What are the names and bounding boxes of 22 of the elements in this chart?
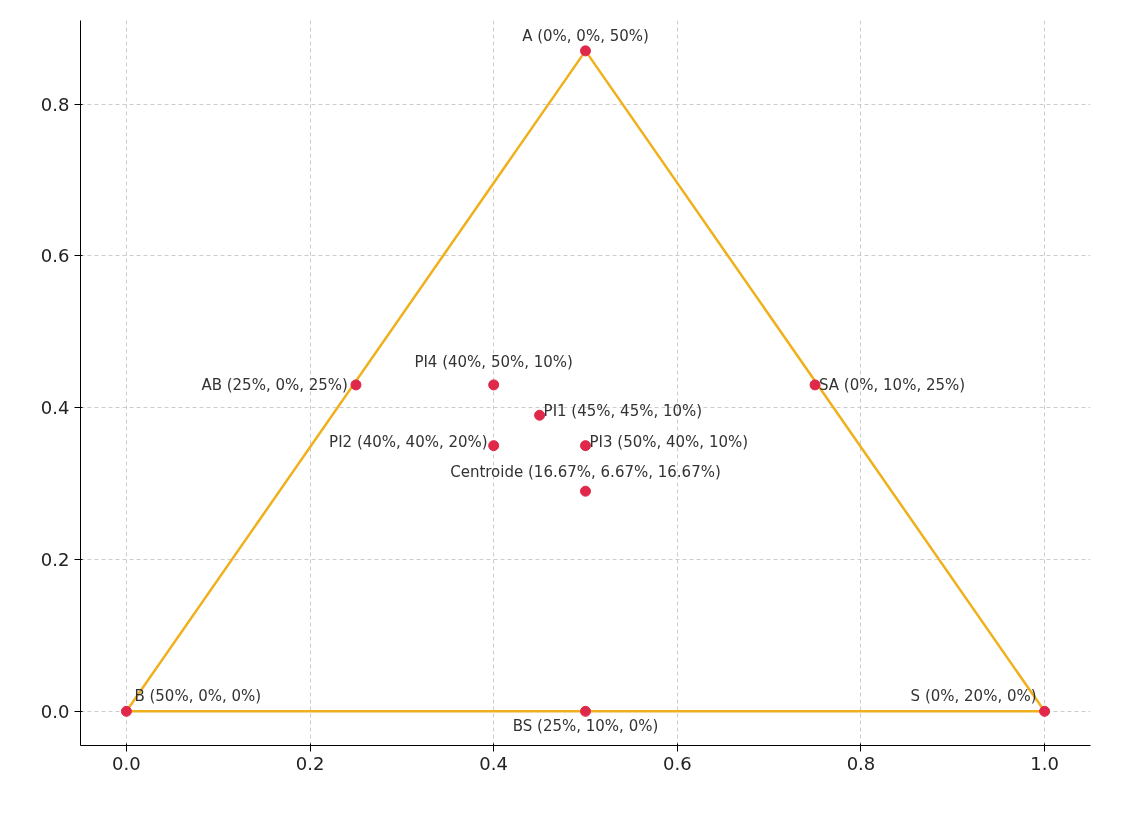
- annotation: B (50%, 0%, 0%): [134, 687, 262, 706]
- annotation: SA (0%, 10%, 25%): [819, 375, 966, 394]
- annotation: S (0%, 20%, 0%): [910, 687, 1037, 706]
- y-tick-label: 0.2: [40, 549, 70, 571]
- x-tick-label: 0.6: [663, 752, 692, 774]
- annotation: PI2 (40%, 40%, 20%): [329, 432, 488, 451]
- y-tick-label: 0.6: [40, 245, 70, 267]
- annotation: PI3 (50%, 40%, 10%): [589, 432, 749, 451]
- annotation: A (0%, 0%, 50%): [522, 26, 649, 45]
- annotation: AB (25%, 0%, 25%): [201, 375, 348, 394]
- annotation: PI4 (40%, 50%, 10%): [414, 352, 573, 371]
- y-tick-label: 0.4: [40, 397, 70, 419]
- y-tick-label: 0.0: [40, 700, 70, 722]
- x-tick-label: 1.0: [1030, 752, 1059, 774]
- x-tick-label: 0.2: [295, 752, 325, 774]
- annotation: PI1 (45%, 45%, 10%): [543, 402, 703, 421]
- y-tick-label: 0.8: [40, 93, 70, 115]
- annotation: BS (25%, 10%, 0%): [512, 717, 659, 736]
- x-tick-label: 0.0: [112, 752, 141, 774]
- x-tick-label: 0.4: [479, 752, 509, 774]
- x-tick-label: 0.8: [846, 752, 876, 774]
- annotation: Centroide (16.67%, 6.67%, 16.67%): [450, 463, 721, 482]
